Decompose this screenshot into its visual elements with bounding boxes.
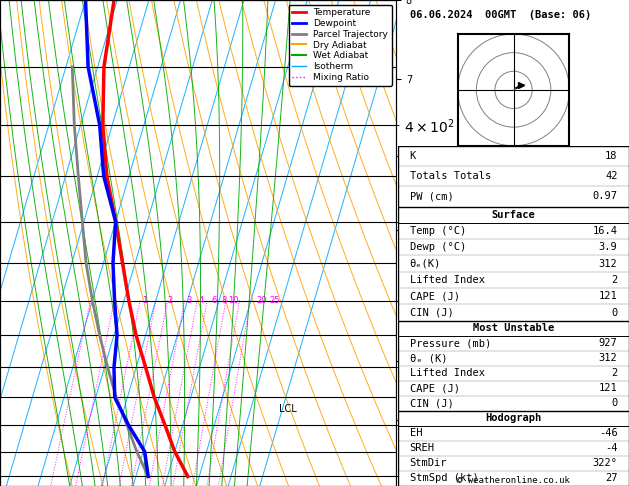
Text: -4: -4 [605,443,618,453]
Text: -46: -46 [599,428,618,438]
Text: 0.97: 0.97 [593,191,618,201]
Text: Lifted Index: Lifted Index [409,368,485,378]
Text: K: K [409,151,416,161]
Text: 4: 4 [199,296,204,305]
X-axis label: kt: kt [509,147,518,157]
Text: 27: 27 [605,473,618,484]
Text: 16.4: 16.4 [593,226,618,236]
Text: 312: 312 [599,259,618,269]
Text: StmDir: StmDir [409,458,447,469]
Text: Most Unstable: Most Unstable [473,323,554,333]
Y-axis label: km
ASL: km ASL [466,243,484,264]
FancyBboxPatch shape [398,207,629,321]
Text: Mixing Ratio (g/kg): Mixing Ratio (g/kg) [443,197,454,289]
FancyBboxPatch shape [398,411,629,486]
Text: Dewp (°C): Dewp (°C) [409,243,466,252]
Text: CAPE (J): CAPE (J) [409,383,460,393]
Legend: Temperature, Dewpoint, Parcel Trajectory, Dry Adiabat, Wet Adiabat, Isotherm, Mi: Temperature, Dewpoint, Parcel Trajectory… [289,4,391,86]
Text: 3: 3 [186,296,192,305]
Text: θₑ(K): θₑ(K) [409,259,441,269]
Text: PW (cm): PW (cm) [409,191,454,201]
Text: 10: 10 [228,296,238,305]
Text: StmSpd (kt): StmSpd (kt) [409,473,479,484]
Text: 121: 121 [599,291,618,301]
Text: EH: EH [409,428,422,438]
Text: 18: 18 [605,151,618,161]
FancyBboxPatch shape [398,321,629,411]
Text: 06.06.2024  00GMT  (Base: 06): 06.06.2024 00GMT (Base: 06) [409,10,591,19]
Text: Lifted Index: Lifted Index [409,275,485,285]
Text: 6: 6 [212,296,217,305]
FancyBboxPatch shape [398,146,629,207]
Text: 312: 312 [599,353,618,363]
Text: Totals Totals: Totals Totals [409,171,491,181]
Text: 927: 927 [599,338,618,348]
Text: 20: 20 [257,296,267,305]
Text: 2: 2 [611,275,618,285]
Text: 2: 2 [611,368,618,378]
Text: 121: 121 [599,383,618,393]
Text: 3.9: 3.9 [599,243,618,252]
Text: θₑ (K): θₑ (K) [409,353,447,363]
Text: 2: 2 [167,296,172,305]
Text: 0: 0 [611,398,618,408]
Text: LCL: LCL [279,404,297,414]
Text: © weatheronline.co.uk: © weatheronline.co.uk [457,475,570,485]
Text: Surface: Surface [492,209,535,220]
Text: 1: 1 [142,296,147,305]
Text: 25: 25 [269,296,280,305]
Text: CIN (J): CIN (J) [409,398,454,408]
Text: SREH: SREH [409,443,435,453]
Text: Hodograph: Hodograph [486,413,542,423]
Text: CAPE (J): CAPE (J) [409,291,460,301]
Text: CIN (J): CIN (J) [409,308,454,318]
Text: 0: 0 [611,308,618,318]
Text: 322°: 322° [593,458,618,469]
Text: 8: 8 [221,296,226,305]
Text: 42: 42 [605,171,618,181]
Text: Pressure (mb): Pressure (mb) [409,338,491,348]
Text: Temp (°C): Temp (°C) [409,226,466,236]
